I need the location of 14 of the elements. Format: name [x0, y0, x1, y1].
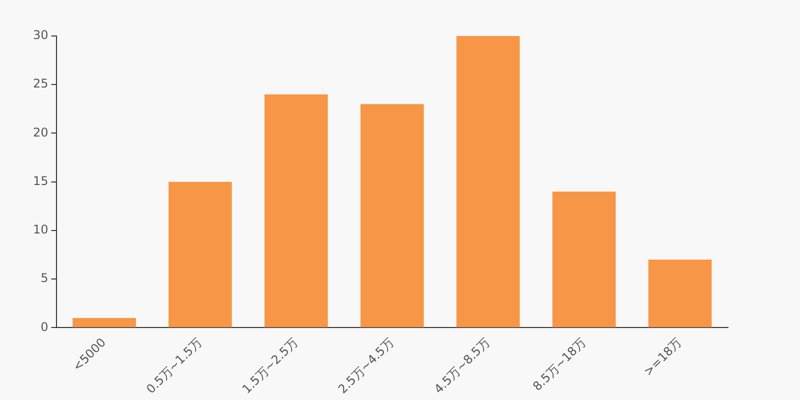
y-tick-label: 5 — [40, 271, 48, 286]
y-tick-label: 10 — [32, 222, 48, 237]
bar — [456, 36, 520, 328]
bar — [168, 182, 232, 328]
y-tick-label: 20 — [32, 125, 48, 140]
bar — [648, 260, 712, 328]
y-tick-label: 30 — [32, 28, 48, 42]
y-tick-label: 15 — [32, 174, 48, 188]
bar — [72, 318, 136, 328]
bar — [360, 104, 424, 328]
y-tick-label: 0 — [40, 320, 48, 334]
y-tick-label: 25 — [32, 76, 48, 91]
bar — [264, 94, 328, 328]
bar — [552, 192, 616, 328]
